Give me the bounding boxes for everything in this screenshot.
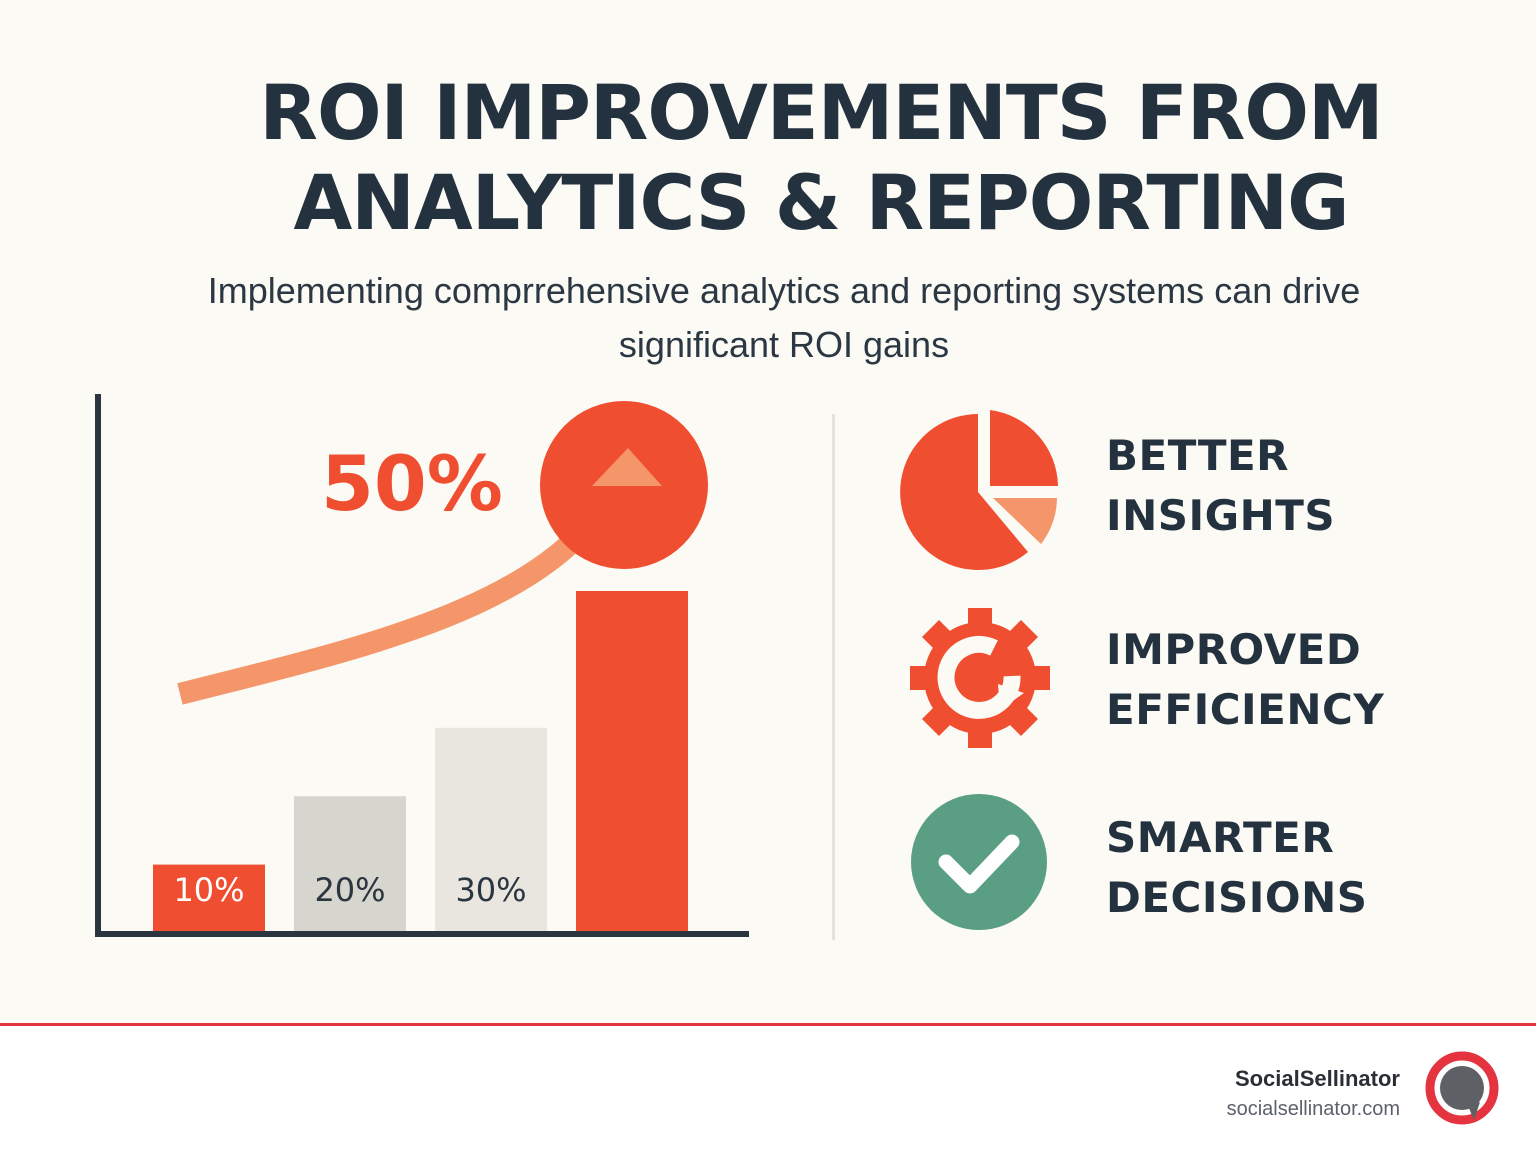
subtitle-line-2: significant ROI gains xyxy=(618,324,950,365)
brand-logo-icon xyxy=(1425,1051,1499,1125)
brand-block: SocialSellinator socialsellinator.com xyxy=(1227,1064,1400,1124)
trend-arrow-head-icon xyxy=(592,448,662,486)
benefit-label-line-2: EFFICIENCY xyxy=(1106,685,1385,734)
benefit-improved-efficiency: IMPROVED EFFICIENCY xyxy=(900,596,1460,766)
brand-name: SocialSellinator xyxy=(1234,1066,1400,1091)
bar-2 xyxy=(294,796,406,933)
logo-bubble xyxy=(1440,1066,1484,1110)
pie-slice-large xyxy=(900,414,1028,570)
bar-value-label-1: 10% xyxy=(173,871,244,909)
bar-value-label-2: 20% xyxy=(314,871,385,909)
title-line-1: ROI IMPROVEMENTS FROM xyxy=(259,68,1383,157)
bar-label-group: 10% 20% 30% xyxy=(173,871,526,909)
bar-3 xyxy=(435,727,547,933)
benefit-label-line-2: DECISIONS xyxy=(1106,873,1368,922)
bar-1 xyxy=(153,864,265,933)
benefit-smarter-decisions: SMARTER DECISIONS xyxy=(900,784,1460,954)
footer-rule xyxy=(0,1023,1536,1026)
benefit-label: BETTER INSIGHTS xyxy=(1106,426,1335,546)
subtitle: Implementing comprrehensive analytics an… xyxy=(100,264,1468,372)
check-circle-bg xyxy=(911,794,1047,930)
benefit-label: IMPROVED EFFICIENCY xyxy=(1106,620,1384,740)
pie-chart-icon xyxy=(900,410,1058,570)
bar-value-label-3: 30% xyxy=(455,871,526,909)
highlight-value-label: 50% xyxy=(321,439,503,528)
benefit-better-insights: BETTER INSIGHTS xyxy=(900,402,1460,572)
gear-cycle-icon xyxy=(910,608,1050,748)
footer: SocialSellinator socialsellinator.com xyxy=(0,1026,1536,1154)
pie-slice-small xyxy=(993,498,1057,544)
benefit-label-line-1: SMARTER xyxy=(1106,813,1335,862)
bar-4 xyxy=(576,591,688,933)
check-circle-icon xyxy=(911,794,1047,930)
subtitle-line-1: Implementing comprrehensive analytics an… xyxy=(207,270,1361,311)
benefit-label-line-2: INSIGHTS xyxy=(1106,491,1336,540)
brand-url[interactable]: socialsellinator.com xyxy=(1226,1098,1400,1120)
checkmark xyxy=(938,834,1020,894)
page-title: ROI IMPROVEMENTS FROM ANALYTICS & REPORT… xyxy=(0,68,1536,248)
benefit-label-line-1: IMPROVED xyxy=(1106,625,1362,674)
benefit-label: SMARTER DECISIONS xyxy=(1106,808,1367,928)
cycle-arrow-head xyxy=(998,684,1024,710)
vertical-divider xyxy=(832,414,835,940)
bar-group xyxy=(153,591,688,933)
title-line-2: ANALYTICS & REPORTING xyxy=(293,158,1349,247)
logo-bubble-tail xyxy=(1468,1102,1480,1120)
benefit-label-line-1: BETTER xyxy=(1106,431,1289,480)
logo-ring xyxy=(1425,1051,1499,1125)
pie-slice-top xyxy=(990,410,1058,486)
roi-bar-chart: 10% 20% 30% 50% xyxy=(95,394,749,937)
